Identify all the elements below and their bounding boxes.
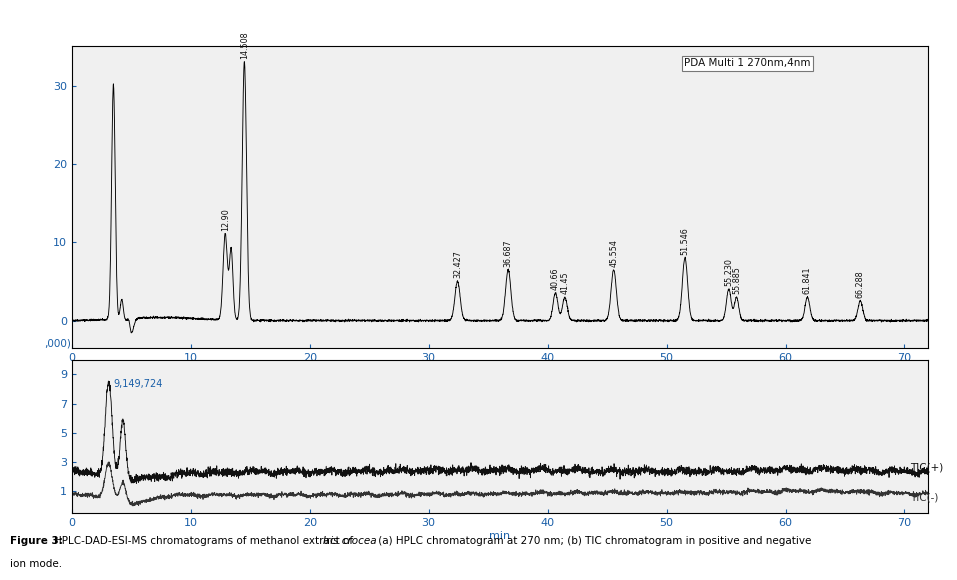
Text: 41.45: 41.45 bbox=[561, 271, 569, 294]
Text: (a) HPLC chromatogram at 270 nm; (b) TIC chromatogram in positive and negative: (a) HPLC chromatogram at 270 nm; (b) TIC… bbox=[375, 536, 812, 546]
Text: TIC(+): TIC(+) bbox=[910, 463, 944, 473]
Text: 51.546: 51.546 bbox=[680, 227, 689, 255]
Text: 55.230: 55.230 bbox=[724, 258, 733, 286]
Text: 36.687: 36.687 bbox=[503, 239, 513, 267]
Text: 9,149,724: 9,149,724 bbox=[114, 379, 163, 389]
Text: Iris crocea: Iris crocea bbox=[323, 536, 377, 546]
Text: 40.66: 40.66 bbox=[551, 267, 560, 290]
Text: TIC(-): TIC(-) bbox=[910, 492, 939, 502]
Text: 32.427: 32.427 bbox=[453, 251, 462, 278]
Text: ion mode.: ion mode. bbox=[10, 559, 61, 569]
Text: 12.90: 12.90 bbox=[221, 209, 230, 231]
Text: Figure 3:: Figure 3: bbox=[10, 536, 66, 546]
Text: PDA Multi 1 270nm,4nm: PDA Multi 1 270nm,4nm bbox=[684, 59, 811, 68]
Text: 14.508: 14.508 bbox=[240, 31, 249, 59]
Text: 45.554: 45.554 bbox=[610, 238, 618, 267]
Text: 55.885: 55.885 bbox=[732, 266, 741, 294]
Text: 61.841: 61.841 bbox=[803, 266, 812, 294]
Text: ,000): ,000) bbox=[44, 339, 71, 349]
Text: 66.288: 66.288 bbox=[856, 270, 865, 298]
Text: HPLC-DAD-ESI-MS chromatograms of methanol extract of: HPLC-DAD-ESI-MS chromatograms of methano… bbox=[54, 536, 356, 546]
X-axis label: min: min bbox=[489, 365, 511, 376]
X-axis label: min: min bbox=[489, 531, 511, 541]
